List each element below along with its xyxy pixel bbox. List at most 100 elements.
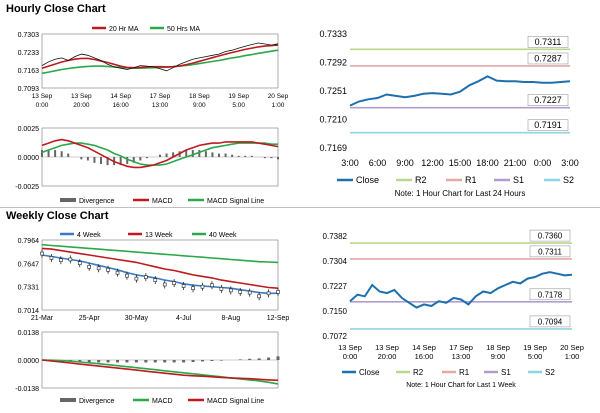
weekly-pivot-x-tick: 1:00 bbox=[565, 352, 580, 361]
weekly-price-x-tick: 8-Aug bbox=[221, 315, 240, 322]
weekly-pivot-x-tick: 16:00 bbox=[415, 352, 434, 361]
hourly-pivot-note: Note: 1 Hour Chart for Last 24 Hours bbox=[395, 189, 526, 198]
weekly-close-mark bbox=[182, 284, 185, 287]
hourly-price-legend-label: 20 Hr MA bbox=[109, 26, 139, 33]
weekly-close-mark bbox=[59, 259, 62, 262]
weekly-pivot-legend-label: S1 bbox=[501, 368, 511, 377]
hourly-pivot-x-tick: 0:00 bbox=[534, 158, 552, 168]
weekly-close-mark bbox=[201, 285, 204, 288]
weekly-close-mark bbox=[97, 267, 100, 270]
weekly-pivot-y-tick: 0.7150 bbox=[323, 307, 348, 316]
hourly-price-x-tick: 5:00 bbox=[232, 102, 245, 109]
weekly-close-mark bbox=[69, 258, 72, 261]
weekly-close-mark bbox=[50, 256, 53, 259]
weekly-price-frame bbox=[42, 240, 278, 310]
weekly-close-mark bbox=[78, 262, 81, 265]
hourly-price-x-tick: 9:00 bbox=[193, 102, 206, 109]
weekly-pivot-y-tick: 0.7227 bbox=[323, 282, 348, 291]
weekly-pivot-level-label: 0.7311 bbox=[538, 247, 562, 256]
weekly-pivot-x-tick: 17 Sep bbox=[449, 343, 473, 352]
weekly-macd-y-tick: 0.0000 bbox=[18, 358, 40, 365]
weekly-macd-legend-swatch bbox=[60, 398, 76, 402]
weekly-price-x-tick: 21-Mar bbox=[31, 315, 54, 322]
hourly-price-x-tick: 14 Sep bbox=[110, 93, 131, 100]
weekly-close-mark bbox=[154, 279, 157, 282]
hourly-price-y-tick: 0.7303 bbox=[18, 32, 40, 39]
hourly-macd-legend-label: MACD bbox=[152, 198, 173, 205]
weekly-close-mark bbox=[41, 252, 44, 255]
weekly-price-chart: 4 Week 13 Week 40 Week0.79640.76470.73310.… bbox=[0, 226, 290, 330]
weekly-close-mark bbox=[220, 287, 223, 290]
weekly-macd-y-tick: 0.0138 bbox=[18, 330, 40, 337]
weekly-pivot-x-tick: 19 Sep bbox=[523, 343, 547, 352]
weekly-pivot-x-tick: 9:00 bbox=[491, 352, 506, 361]
hourly-price-x-tick: 18 Sep bbox=[189, 93, 210, 100]
hourly-pivot-y-tick: 0.7333 bbox=[319, 29, 347, 39]
weekly-price-x-tick: 30-May bbox=[125, 315, 149, 322]
weekly-pivot-note: Note: 1 Hour Chart for Last 1 Week bbox=[406, 382, 516, 389]
hourly-price-x-tick: 13:00 bbox=[152, 102, 169, 109]
weekly-price-y-tick: 0.7964 bbox=[18, 238, 40, 245]
hourly-price-y-tick: 0.7163 bbox=[18, 68, 40, 75]
weekly-price-x-tick: 4-Jul bbox=[176, 315, 192, 322]
hourly-price-x-tick: 13 Sep bbox=[32, 93, 53, 100]
weekly-close-mark bbox=[192, 287, 195, 290]
hourly-price-legend-label: 50 Hrs MA bbox=[167, 26, 200, 33]
weekly-pivot-x-tick: 13 Sep bbox=[375, 343, 399, 352]
hourly-price-x-tick: 20:00 bbox=[73, 102, 90, 109]
weekly-pivot-x-tick: 13:00 bbox=[452, 352, 471, 361]
hourly-pivot-y-tick: 0.7251 bbox=[319, 86, 347, 96]
hourly-price-x-tick: 0:00 bbox=[36, 102, 49, 109]
weekly-pivot-y-tick: 0.7382 bbox=[323, 232, 348, 241]
hourly-pivot-x-tick: 12:00 bbox=[421, 158, 444, 168]
weekly-price-legend-label: 13 Week bbox=[145, 232, 173, 239]
hourly-price-chart: 20 Hr MA 50 Hrs MA 0.7303 0.7233 0.7163 0.709… bbox=[0, 20, 290, 120]
weekly-macd-legend-label: Divergence bbox=[79, 398, 115, 405]
hourly-price-frame bbox=[42, 34, 278, 88]
hourly-price-y-tick: 0.7233 bbox=[18, 50, 40, 57]
hourly-price-x-tick: 17 Sep bbox=[150, 93, 171, 100]
weekly-macd-legend-label: MACD bbox=[152, 398, 173, 405]
hourly-price-x-tick: 16:00 bbox=[113, 102, 130, 109]
hourly-macd-y-tick: 0.0025 bbox=[18, 126, 40, 133]
hourly-macd-y-tick: 0.0000 bbox=[18, 155, 40, 162]
hourly-price-x-tick: 13 Sep bbox=[71, 93, 92, 100]
hourly-pivot-legend-label: S2 bbox=[563, 175, 574, 185]
weekly-pivot-legend-label: R1 bbox=[459, 368, 470, 377]
hourly-ma50-line bbox=[42, 50, 278, 73]
weekly-close-mark bbox=[239, 290, 242, 293]
weekly-pivot-x-tick: 13 Sep bbox=[338, 343, 362, 352]
weekly-price-x-tick: 25-Apr bbox=[79, 315, 101, 322]
weekly-close-mark bbox=[229, 289, 232, 292]
hourly-price-x-tick: 19 Sep bbox=[228, 93, 249, 100]
weekly-macd-y-tick: -0.0138 bbox=[15, 386, 39, 393]
weekly-pivot-legend-label: S2 bbox=[545, 368, 555, 377]
weekly-pivot-y-tick: 0.7072 bbox=[323, 332, 348, 341]
weekly-pivot-x-tick: 5:00 bbox=[528, 352, 543, 361]
weekly-price-y-tick: 0.7331 bbox=[18, 285, 40, 292]
weekly-close-mark bbox=[135, 277, 138, 280]
weekly-pivot-x-tick: 20 Sep bbox=[560, 343, 584, 352]
hourly-pivot-chart: 0.7333 0.7292 0.7251 0.7210 0.7169 0.7311 0.72… bbox=[300, 20, 600, 208]
hourly-pivot-x-tick: 15:00 bbox=[449, 158, 472, 168]
hourly-pivot-y-tick: 0.7292 bbox=[319, 58, 347, 68]
hourly-pivot-legend-label: Close bbox=[356, 175, 379, 185]
hourly-pivot-x-tick: 9:00 bbox=[396, 158, 414, 168]
hourly-pivot-x-tick: 18:00 bbox=[476, 158, 499, 168]
weekly-pivot-chart: 0.7382 0.7304 0.7227 0.7150 0.7072 0.7360 0.73… bbox=[300, 226, 600, 410]
weekly-close-mark bbox=[116, 271, 119, 274]
weekly-close-mark bbox=[88, 265, 91, 268]
weekly-pivot-legend-label: R2 bbox=[413, 368, 424, 377]
weekly-close-mark bbox=[125, 274, 128, 277]
weekly-pivot-x-tick: 18 Sep bbox=[486, 343, 510, 352]
weekly-price-y-tick: 0.7014 bbox=[18, 308, 40, 315]
hourly-pivot-level-label: 0.7311 bbox=[535, 37, 562, 47]
hourly-macd-legend-label: Divergence bbox=[79, 198, 115, 205]
weekly-pivot-x-tick: 20:00 bbox=[378, 352, 397, 361]
hourly-pivot-x-tick: 3:00 bbox=[341, 158, 359, 168]
hourly-pivot-level-label: 0.7227 bbox=[534, 95, 562, 105]
hourly-price-x-tick: 1:00 bbox=[272, 102, 285, 109]
weekly-pivot-legend-label: Close bbox=[359, 368, 380, 377]
weekly-close-mark bbox=[277, 290, 280, 293]
weekly-price-y-tick: 0.7647 bbox=[18, 261, 40, 268]
